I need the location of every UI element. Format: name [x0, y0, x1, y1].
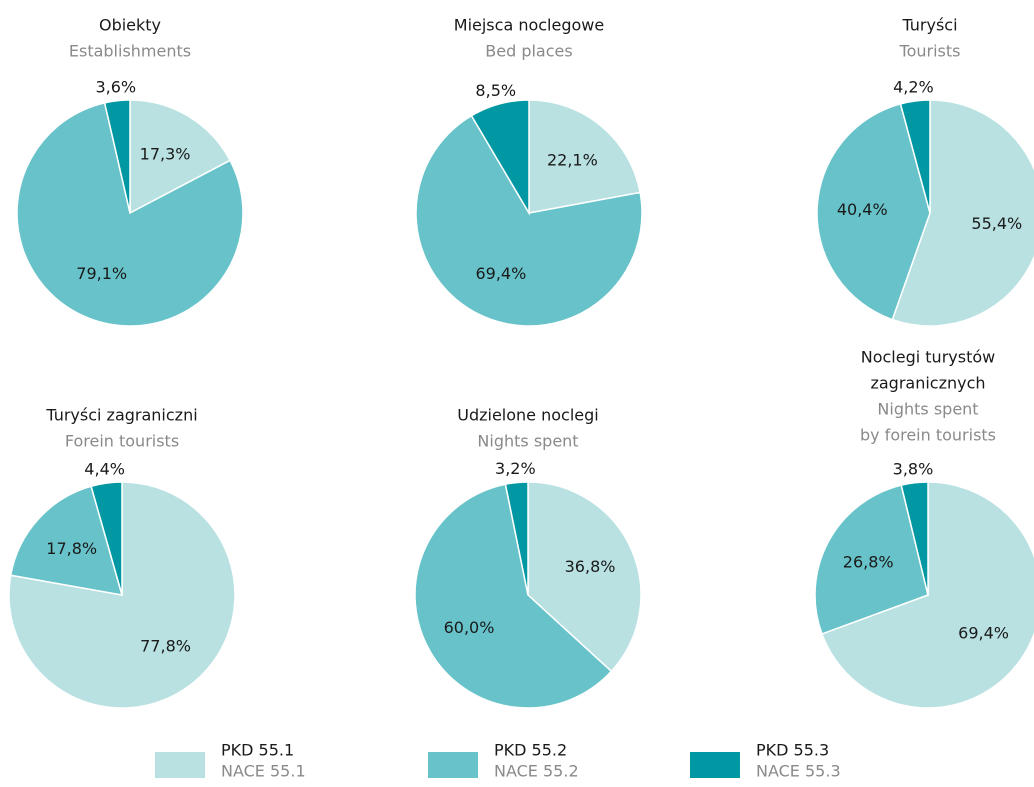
- pie-slice: [90, 481, 123, 596]
- pie-slice: [814, 484, 929, 635]
- legend-label: PKD 55.3: [756, 741, 829, 760]
- data-label: 77,8%: [140, 636, 191, 655]
- pie-subtitle: Nights spent: [877, 400, 978, 419]
- pie-title: Noclegi turystów: [861, 348, 995, 367]
- pie-title: Obiekty: [99, 16, 161, 35]
- pie-slice: [9, 485, 124, 596]
- data-label: 69,4%: [475, 264, 526, 283]
- pie-slice: [816, 102, 931, 321]
- pie-title: Turyści zagraniczni: [45, 406, 197, 425]
- pie-subtitle: Forein tourists: [65, 432, 179, 451]
- pie-slice: [16, 101, 244, 327]
- pie-slice: [470, 99, 530, 216]
- data-label: 40,4%: [837, 200, 888, 219]
- pie-subtitle: Establishments: [69, 42, 191, 61]
- data-label: 17,8%: [46, 539, 97, 558]
- data-label: 4,4%: [84, 460, 125, 479]
- pie-title: Miejsca noclegowe: [454, 16, 604, 35]
- pie-slice: [891, 99, 1034, 327]
- pie-slice: [899, 99, 931, 214]
- pie-slice: [129, 99, 232, 215]
- data-label: 22,1%: [547, 150, 598, 169]
- pie-title: zagranicznych: [870, 374, 985, 393]
- pie-slice: [900, 481, 929, 596]
- legend-sublabel: NACE 55.1: [221, 762, 306, 781]
- data-label: 55,4%: [971, 214, 1022, 233]
- data-label: 69,4%: [958, 623, 1009, 642]
- data-label: 26,8%: [843, 553, 894, 572]
- data-label: 3,6%: [95, 77, 136, 96]
- pie-subtitle: Bed places: [485, 42, 572, 61]
- legend-sublabel: NACE 55.2: [494, 762, 579, 781]
- legend-swatch: [428, 752, 478, 778]
- data-label: 60,0%: [444, 618, 495, 637]
- pie-slice: [415, 114, 643, 327]
- data-label: 3,2%: [495, 459, 536, 478]
- pie-slice: [820, 481, 1034, 709]
- pie-title: Udzielone noclegi: [457, 406, 598, 425]
- data-label: 3,8%: [893, 459, 934, 478]
- data-label: 8,5%: [475, 81, 516, 100]
- pie-subtitle: Nights spent: [477, 432, 578, 451]
- pie-slice: [528, 99, 642, 214]
- data-label: 36,8%: [565, 557, 616, 576]
- data-label: 4,2%: [893, 78, 934, 97]
- pie-slice: [103, 99, 131, 214]
- pie-subtitle: by forein tourists: [860, 426, 996, 445]
- pie-slice: [414, 483, 613, 709]
- data-label: 79,1%: [76, 264, 127, 283]
- pie-subtitle: Tourists: [899, 42, 961, 61]
- data-label: 17,3%: [140, 144, 191, 163]
- legend-label: PKD 55.1: [221, 741, 294, 760]
- legend-swatch: [690, 752, 740, 778]
- pie-title: Turyści: [901, 16, 957, 35]
- pie-slice: [504, 481, 529, 596]
- legend-sublabel: NACE 55.3: [756, 762, 841, 781]
- legend-swatch: [155, 752, 205, 778]
- legend-label: PKD 55.2: [494, 741, 567, 760]
- pie-slice: [527, 481, 642, 673]
